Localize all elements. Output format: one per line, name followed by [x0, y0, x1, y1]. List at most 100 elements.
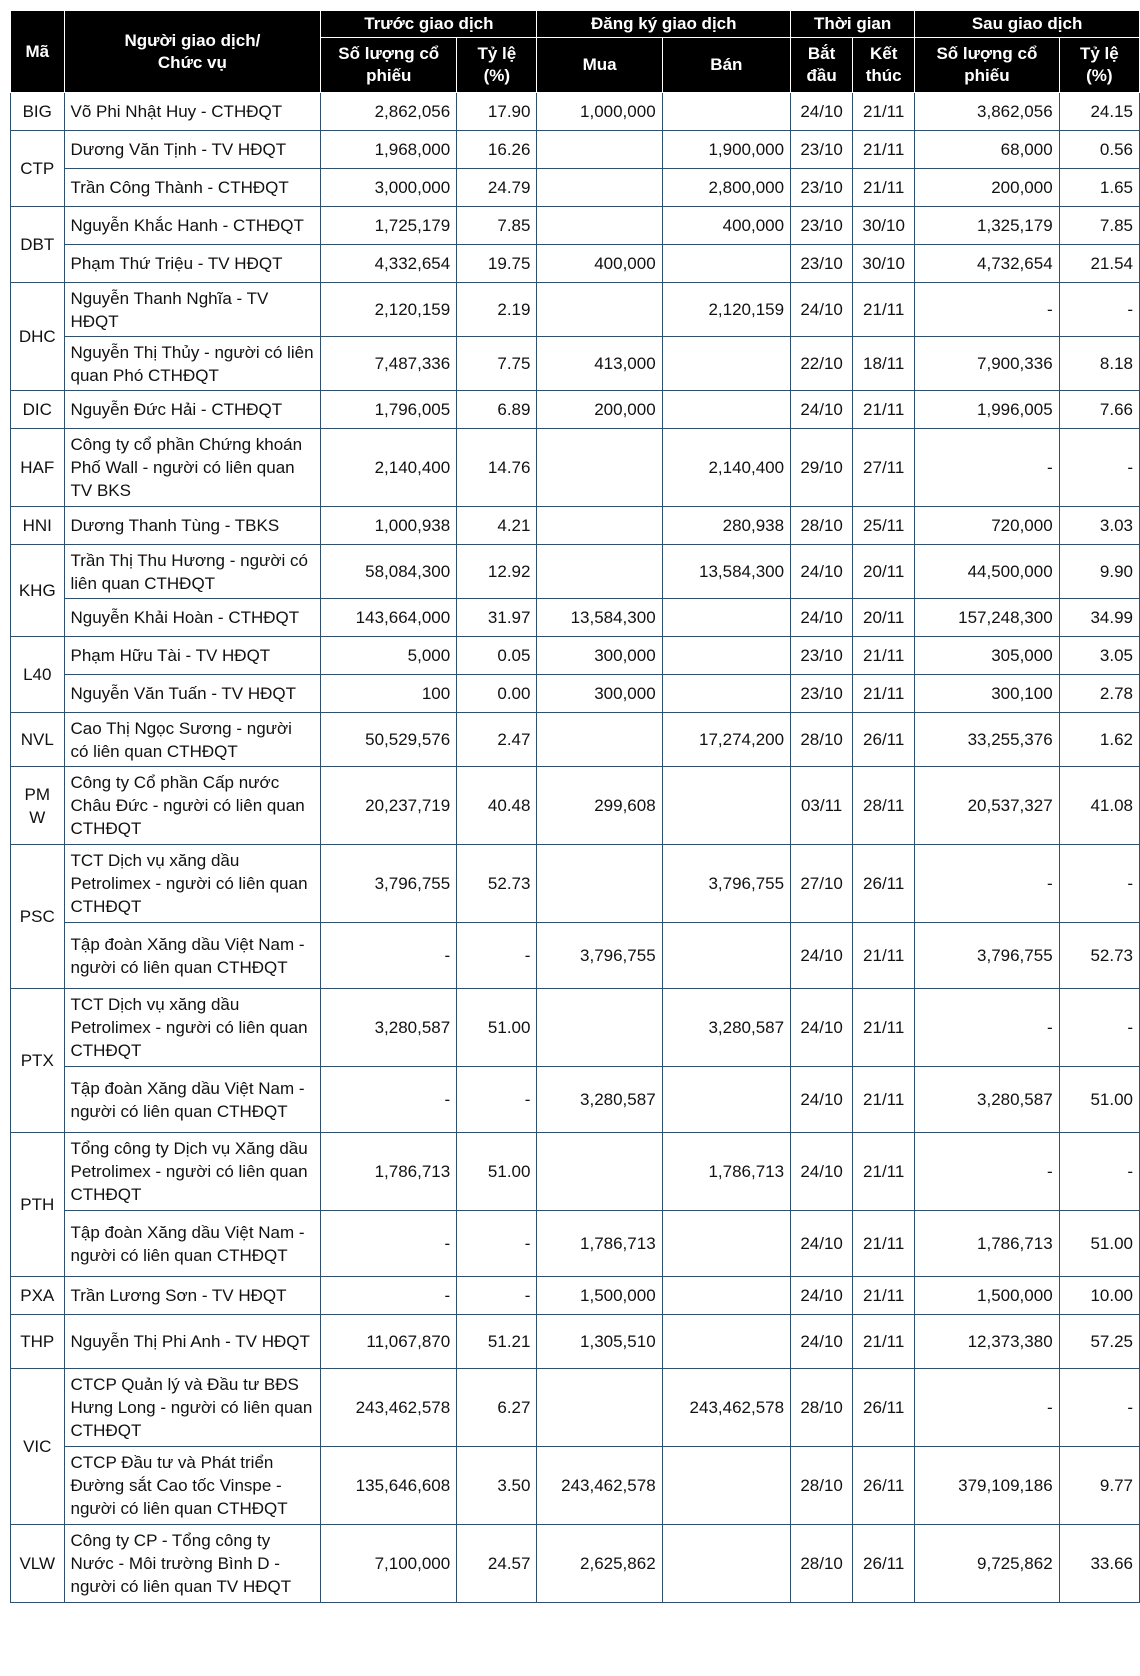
- after-pct-cell: -: [1058, 844, 1140, 923]
- header-ty-le-line1: Tỷ lệ: [477, 44, 517, 63]
- person-cell: Công ty Cổ phần Cấp nước Châu Đức - ngườ…: [63, 766, 322, 845]
- stock-code-cell: PTX: [10, 988, 65, 1133]
- before-qty-cell: 58,084,300: [320, 544, 458, 599]
- buy-cell: 1,000,000: [536, 92, 663, 131]
- person-cell: Phạm Hữu Tài - TV HĐQT: [63, 636, 322, 675]
- start-date-cell: 24/10: [790, 390, 854, 429]
- start-date-cell: 23/10: [790, 130, 854, 169]
- buy-cell: [536, 712, 663, 767]
- before-pct-cell: 16.26: [456, 130, 538, 169]
- table-row: DHC Nguyễn Thanh Nghĩa - TV HĐQT 2,120,159…: [10, 282, 1140, 391]
- after-qty-cell: -: [914, 1132, 1060, 1211]
- after-pct-cell: 1.62: [1058, 712, 1140, 767]
- stock-code-cell: HNI: [10, 506, 65, 545]
- end-date-cell: 27/11: [852, 428, 916, 507]
- before-qty-cell: -: [320, 1210, 458, 1277]
- after-qty-cell: -: [914, 1368, 1060, 1447]
- after-qty-cell: -: [914, 428, 1060, 507]
- after-qty-cell: 3,280,587: [914, 1066, 1060, 1133]
- sell-cell: [661, 92, 792, 131]
- before-qty-cell: 3,000,000: [320, 168, 458, 207]
- buy-cell: [536, 428, 663, 507]
- end-date-cell: 21/11: [852, 922, 916, 989]
- before-qty-cell: -: [320, 1276, 458, 1315]
- after-pct-cell: 51.00: [1058, 1066, 1140, 1133]
- before-qty-cell: 1,968,000: [320, 130, 458, 169]
- after-qty-cell: -: [914, 844, 1060, 923]
- buy-cell: [536, 506, 663, 545]
- header-ket-thuc: Kết thúc: [852, 37, 916, 93]
- before-pct-cell: 51.00: [456, 988, 538, 1067]
- before-pct-cell: 0.05: [456, 636, 538, 675]
- start-date-cell: 27/10: [790, 844, 854, 923]
- person-cell: Trần Công Thành - CTHĐQT: [63, 168, 322, 207]
- buy-cell: 2,625,862: [536, 1524, 663, 1603]
- after-qty-cell: 379,109,186: [914, 1446, 1060, 1525]
- sell-cell: [661, 636, 792, 675]
- start-date-cell: 23/10: [790, 674, 854, 713]
- buy-cell: 3,280,587: [536, 1066, 663, 1133]
- after-qty-cell: 3,796,755: [914, 922, 1060, 989]
- header-row-groups: Mã Người giao dịch/ Chức vụ Trước giao d…: [10, 10, 1140, 93]
- after-pct-cell: -: [1058, 1368, 1140, 1447]
- buy-cell: [536, 168, 663, 207]
- buy-cell: 299,608: [536, 766, 663, 845]
- before-qty-cell: 7,487,336: [320, 336, 458, 391]
- before-pct-cell: 0.00: [456, 674, 538, 713]
- after-pct-cell: 9.77: [1058, 1446, 1140, 1525]
- before-pct-cell: 14.76: [456, 428, 538, 507]
- before-qty-cell: 1,786,713: [320, 1132, 458, 1211]
- person-cell: Dương Văn Tịnh - TV HĐQT: [63, 130, 322, 169]
- table-row: Tập đoàn Xăng dầu Việt Nam - người có li…: [11, 1210, 1140, 1277]
- after-qty-cell: 9,725,862: [914, 1524, 1060, 1603]
- after-pct-cell: 0.56: [1058, 130, 1140, 169]
- sell-cell: [661, 1524, 792, 1603]
- sell-cell: [661, 1446, 792, 1525]
- before-qty-cell: 143,664,000: [320, 598, 458, 637]
- before-pct-cell: 7.75: [456, 336, 538, 391]
- after-pct-cell: 51.00: [1058, 1210, 1140, 1277]
- buy-cell: 1,305,510: [536, 1314, 663, 1369]
- table-row: Trần Công Thành - CTHĐQT 3,000,000 24.79 2,…: [11, 168, 1140, 207]
- after-qty-cell: 1,500,000: [914, 1276, 1060, 1315]
- end-date-cell: 21/11: [852, 1066, 916, 1133]
- header-bat-dau: Bắt đầu: [790, 37, 854, 93]
- buy-cell: [536, 1132, 663, 1211]
- person-cell: Nguyễn Đức Hải - CTHĐQT: [63, 390, 322, 429]
- stock-code-cell: PSC: [10, 844, 65, 989]
- person-cell: Công ty cổ phần Chứng khoán Phố Wall - n…: [63, 428, 322, 507]
- header-truoc-ty-le: Tỷ lệ (%): [456, 37, 538, 93]
- stock-code-cell: VIC: [10, 1368, 65, 1525]
- after-pct-cell: 33.66: [1058, 1524, 1140, 1603]
- after-pct-cell: 41.08: [1058, 766, 1140, 845]
- header-sau-giao-dich: Sau giao dịch: [914, 10, 1140, 38]
- end-date-cell: 20/11: [852, 544, 916, 599]
- stock-code-cell: PMW: [10, 766, 65, 845]
- after-pct-cell: 34.99: [1058, 598, 1140, 637]
- start-date-cell: 24/10: [790, 1132, 854, 1211]
- sell-cell: [661, 1314, 792, 1369]
- table-row: THP Nguyễn Thị Phi Anh - TV HĐQT 11,067,87…: [10, 1314, 1140, 1369]
- before-qty-cell: 3,280,587: [320, 988, 458, 1067]
- table-row: CTCP Đầu tư và Phát triển Đường sắt Cao …: [11, 1446, 1140, 1525]
- before-pct-cell: 2.47: [456, 712, 538, 767]
- stock-code-cell: THP: [10, 1314, 65, 1369]
- before-qty-cell: 135,646,608: [320, 1446, 458, 1525]
- start-date-cell: 28/10: [790, 1368, 854, 1447]
- before-pct-cell: 12.92: [456, 544, 538, 599]
- end-date-cell: 25/11: [852, 506, 916, 545]
- person-cell: Tổng công ty Dịch vụ Xăng dầu Petrolimex…: [63, 1132, 322, 1211]
- person-cell: Trần Thị Thu Hương - người có liên quan …: [63, 544, 322, 599]
- header-nguoi-line2: Chức vụ: [157, 52, 227, 72]
- after-pct-cell: 3.03: [1058, 506, 1140, 545]
- after-qty-cell: 200,000: [914, 168, 1060, 207]
- table-row: NVL Cao Thị Ngọc Sương - người có liên qu…: [10, 712, 1140, 767]
- end-date-cell: 28/11: [852, 766, 916, 845]
- header-bat-dau-line1: Bắt: [807, 44, 836, 63]
- before-pct-cell: 24.57: [456, 1524, 538, 1603]
- sell-cell: 1,786,713: [661, 1132, 792, 1211]
- after-qty-cell: 68,000: [914, 130, 1060, 169]
- stock-code-cell: NVL: [10, 712, 65, 767]
- table-row: HAF Công ty cổ phần Chứng khoán Phố Wall …: [10, 428, 1140, 507]
